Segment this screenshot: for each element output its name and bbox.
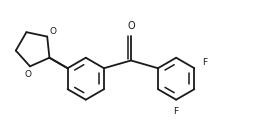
Text: F: F	[202, 58, 207, 67]
Text: O: O	[127, 21, 135, 31]
Text: O: O	[25, 70, 32, 79]
Text: O: O	[50, 27, 57, 36]
Text: F: F	[174, 107, 179, 116]
